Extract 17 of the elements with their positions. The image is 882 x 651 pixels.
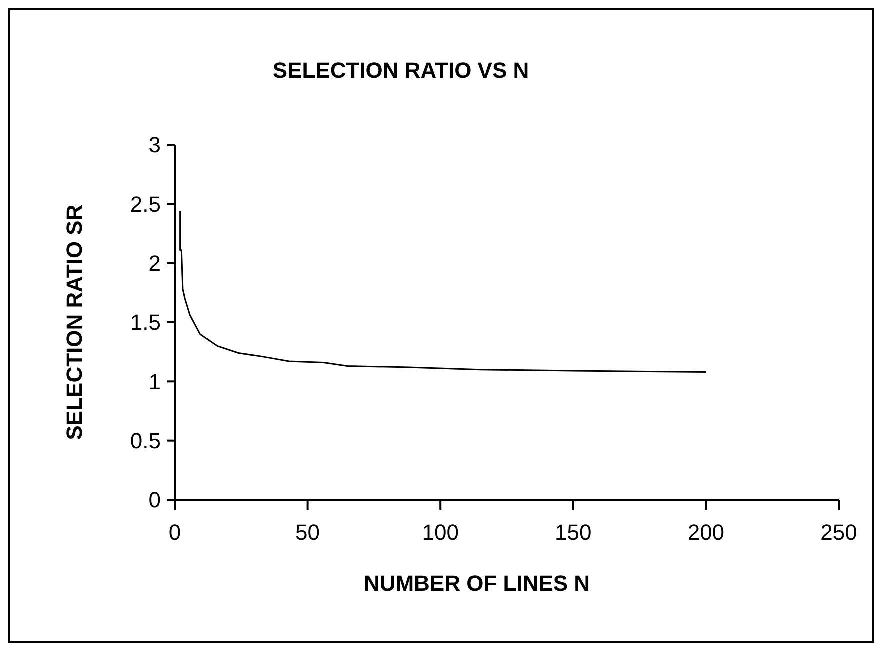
x-tick-label: 150 bbox=[555, 520, 592, 545]
x-tick-label: 200 bbox=[688, 520, 725, 545]
x-tick-label: 0 bbox=[168, 520, 182, 545]
y-tick-label: 2 bbox=[148, 251, 161, 276]
y-axis-title: SELECTION RATIO SR bbox=[62, 204, 87, 440]
y-tick-label: 1.5 bbox=[130, 310, 161, 336]
x-tick-label: 250 bbox=[820, 520, 858, 545]
y-tick-label: 1 bbox=[148, 369, 161, 394]
x-tick-label: 50 bbox=[296, 520, 320, 545]
chart-title: SELECTION RATIO VS N bbox=[272, 58, 530, 83]
y-tick-label: 2.5 bbox=[130, 192, 161, 217]
y-tick-label: 3 bbox=[148, 132, 161, 158]
x-axis-title: NUMBER OF LINES N bbox=[364, 571, 590, 596]
line-series bbox=[180, 210, 707, 373]
y-tick-label: 0.5 bbox=[130, 428, 161, 454]
x-tick-label: 100 bbox=[422, 520, 459, 545]
y-tick-label: 0 bbox=[148, 488, 161, 513]
